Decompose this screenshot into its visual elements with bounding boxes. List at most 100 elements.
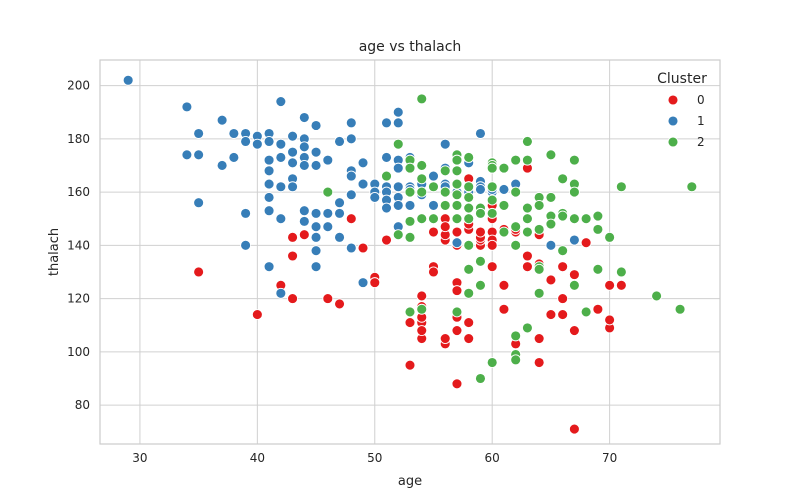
data-point (275, 213, 287, 225)
data-point (510, 239, 522, 251)
data-point (533, 199, 545, 211)
data-point (592, 210, 604, 222)
data-point (568, 154, 580, 166)
data-point (428, 226, 439, 238)
data-point (287, 130, 299, 142)
data-point (568, 213, 580, 225)
data-point (263, 261, 275, 273)
y-axis-label: thalach (47, 228, 62, 276)
data-point (475, 255, 486, 267)
data-point (592, 263, 604, 275)
data-point (439, 138, 451, 150)
data-point (557, 173, 569, 185)
data-point (404, 317, 416, 329)
legend-title: Cluster (657, 71, 707, 87)
data-point (263, 205, 275, 217)
data-point (604, 231, 616, 243)
data-point (181, 101, 193, 113)
data-point (475, 373, 486, 384)
data-point (674, 303, 686, 315)
data-point (298, 205, 310, 217)
data-point (521, 136, 533, 147)
data-point (310, 221, 322, 233)
data-point (345, 117, 357, 129)
data-point (310, 231, 322, 243)
data-point (298, 112, 310, 123)
data-point (345, 242, 357, 254)
series-cluster-2 (322, 93, 698, 384)
data-point (310, 207, 322, 219)
data-point (334, 298, 345, 310)
data-point (451, 325, 463, 337)
data-point (287, 231, 299, 243)
data-point (228, 128, 240, 139)
data-point (545, 149, 557, 161)
data-point (510, 354, 522, 366)
legend-marker (667, 115, 679, 127)
data-point (475, 128, 486, 139)
data-point (404, 162, 416, 174)
data-point (287, 250, 299, 262)
data-point (615, 266, 627, 278)
data-point (475, 279, 486, 291)
data-point (451, 154, 463, 166)
data-point (521, 322, 533, 334)
data-point (193, 149, 205, 161)
data-point (510, 221, 522, 233)
data-point (463, 239, 475, 251)
data-point (580, 237, 592, 249)
data-point (439, 165, 451, 177)
data-point (310, 245, 322, 257)
y-tick-label: 200 (67, 79, 90, 93)
data-point (392, 106, 404, 118)
y-tick-label: 140 (67, 238, 90, 252)
data-point (486, 357, 498, 368)
data-point (345, 189, 357, 201)
data-point (463, 181, 475, 193)
data-point (451, 213, 463, 225)
data-point (533, 333, 545, 344)
data-point (568, 423, 580, 435)
data-point (416, 290, 428, 302)
data-point (381, 234, 392, 246)
data-point (287, 293, 299, 305)
y-tick-label: 160 (67, 185, 90, 199)
x-tick-label: 40 (250, 451, 265, 465)
data-point (310, 261, 322, 273)
data-point (381, 202, 392, 214)
data-point (381, 152, 392, 163)
data-point (416, 93, 428, 105)
data-point (193, 266, 205, 278)
data-point (298, 160, 310, 171)
data-point (404, 359, 416, 371)
data-point (404, 215, 416, 227)
data-point (451, 178, 463, 190)
legend-marker (667, 136, 679, 148)
data-point (416, 186, 428, 198)
data-point (416, 213, 428, 225)
x-axis-label: age (398, 474, 422, 489)
data-point (498, 303, 510, 315)
data-point (451, 285, 463, 297)
data-point (545, 309, 557, 321)
data-points (122, 74, 698, 435)
data-point (521, 226, 533, 238)
data-point (428, 199, 439, 211)
y-tick-label: 180 (67, 132, 90, 146)
data-point (404, 186, 416, 198)
y-tick-labels: 80 100 120 140 160 180 200 (67, 79, 90, 413)
data-point (557, 293, 569, 305)
data-point (451, 378, 463, 390)
series-cluster-1 (122, 74, 580, 299)
data-point (475, 183, 486, 195)
data-point (334, 136, 345, 147)
data-point (392, 181, 404, 193)
data-point (545, 218, 557, 230)
data-point (475, 226, 486, 238)
data-point (240, 239, 252, 251)
data-point (451, 165, 463, 177)
data-point (298, 141, 310, 153)
data-point (651, 290, 663, 302)
legend-label: 2 (697, 135, 705, 149)
